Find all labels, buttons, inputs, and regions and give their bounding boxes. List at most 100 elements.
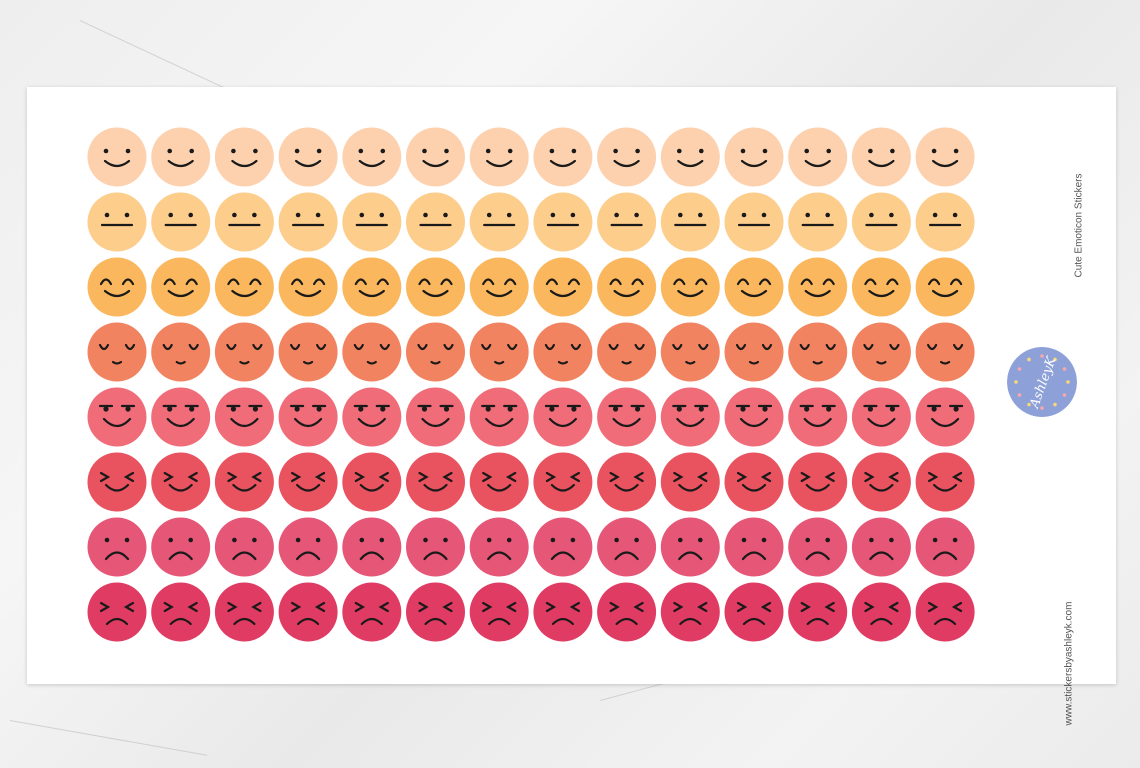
emoticon-sticker-smile [87, 127, 147, 187]
emoticon-sticker-sad [406, 517, 465, 577]
emoticon-sticker-smile [851, 127, 911, 187]
emoticon-sticker-sad [915, 517, 975, 577]
emoticon-sticker-neutral [406, 192, 465, 252]
emoticon-sticker-smile [660, 127, 720, 187]
emoticon-sticker-happy-closed-eyes [660, 257, 720, 317]
emoticon-sticker-laughing-squint [851, 452, 911, 512]
emoticon-sticker-laughing-squint [87, 452, 147, 512]
emoticon-sticker-laughing-squint [342, 452, 402, 512]
emoticon-sticker-happy-closed-eyes [851, 257, 911, 317]
emoticon-sticker-sad [214, 517, 274, 577]
emoticon-sticker-happy-closed-eyes [724, 257, 784, 317]
marble-vein [9, 720, 207, 756]
emoticon-sticker-neutral [533, 192, 593, 252]
emoticon-sticker-angry-squint [151, 582, 211, 642]
emoticon-sticker-happy-closed-eyes [533, 257, 593, 317]
emoticon-sticker-angry-squint [406, 582, 465, 642]
emoticon-sticker-angry-squint [660, 582, 720, 642]
emoticon-sticker-sad [724, 517, 784, 577]
emoticon-sticker-smile [278, 127, 338, 187]
emoticon-sticker-angry-squint [87, 582, 147, 642]
emoticon-sticker-content-sleepy [660, 322, 720, 382]
emoticon-sticker-smile [724, 127, 784, 187]
emoticon-sticker-angry-squint [724, 582, 784, 642]
emoticon-sticker-angry-squint [278, 582, 338, 642]
emoticon-sticker-happy-closed-eyes [214, 257, 274, 317]
emoticon-sticker-sad [342, 517, 402, 577]
emoticon-sticker-smile [151, 127, 211, 187]
emoticon-sticker-content-sleepy [724, 322, 784, 382]
emoticon-sticker-neutral [788, 192, 848, 252]
emoticon-sticker-neutral [851, 192, 911, 252]
emoticon-sticker-content-sleepy [87, 322, 147, 382]
emoticon-sticker-smile [533, 127, 593, 187]
emoticon-sticker-neutral [278, 192, 338, 252]
emoticon-sticker-happy-closed-eyes [87, 257, 147, 317]
emoticon-sticker-smile [915, 127, 975, 187]
emoticon-sticker-content-sleepy [278, 322, 338, 382]
emoticon-sticker-content-sleepy [151, 322, 211, 382]
emoticon-sticker-angry-squint [469, 582, 529, 642]
emoticon-sticker-neutral [469, 192, 529, 252]
emoticon-sticker-happy-closed-eyes [151, 257, 211, 317]
emoticon-sticker-neutral [915, 192, 975, 252]
brand-logo: AshleyK [1007, 347, 1077, 417]
emoticon-sticker-content-sleepy [406, 322, 465, 382]
emoticon-sticker-neutral [151, 192, 211, 252]
emoticon-sticker-laughing-squint [660, 452, 720, 512]
emoticon-sticker-smirk [915, 387, 975, 447]
sheet-title: Cute Emoticon Stickers [1073, 173, 1085, 278]
emoticon-sticker-content-sleepy [533, 322, 593, 382]
emoticon-sticker-neutral [660, 192, 720, 252]
emoticon-sticker-angry-squint [788, 582, 848, 642]
emoticon-sticker-smirk [724, 387, 784, 447]
emoticon-sticker-laughing-squint [151, 452, 211, 512]
emoticon-sticker-content-sleepy [597, 322, 657, 382]
emoticon-sticker-smirk [342, 387, 402, 447]
emoticon-sticker-happy-closed-eyes [788, 257, 848, 317]
emoticon-sticker-angry-squint [597, 582, 657, 642]
emoticon-sticker-laughing-squint [214, 452, 274, 512]
emoticon-sticker-neutral [214, 192, 274, 252]
emoticon-sticker-angry-squint [342, 582, 402, 642]
emoticon-sticker-content-sleepy [469, 322, 529, 382]
emoticon-sticker-neutral [597, 192, 657, 252]
emoticon-sticker-happy-closed-eyes [278, 257, 338, 317]
emoticon-sticker-laughing-squint [788, 452, 848, 512]
emoticon-sticker-sad [533, 517, 593, 577]
emoticon-sticker-happy-closed-eyes [342, 257, 402, 317]
emoticon-sticker-laughing-squint [724, 452, 784, 512]
emoticon-sticker-smirk [660, 387, 720, 447]
emoticon-sticker-smile [597, 127, 657, 187]
emoticon-sticker-sad [469, 517, 529, 577]
emoticon-sticker-smirk [87, 387, 147, 447]
emoticon-sticker-sad [597, 517, 657, 577]
emoticon-sticker-happy-closed-eyes [469, 257, 529, 317]
emoticon-sticker-sad [278, 517, 338, 577]
emoticon-sticker-sad [151, 517, 211, 577]
emoticon-sticker-content-sleepy [851, 322, 911, 382]
emoticon-sticker-neutral [87, 192, 147, 252]
emoticon-sticker-smirk [278, 387, 338, 447]
emoticon-sticker-laughing-squint [915, 452, 975, 512]
emoticon-sticker-smile [342, 127, 402, 187]
website-url: www.stickersbyashleyk.com [1063, 601, 1075, 726]
emoticon-sticker-smile [406, 127, 465, 187]
emoticon-sticker-angry-squint [851, 582, 911, 642]
emoticon-sticker-neutral [342, 192, 402, 252]
emoticon-sticker-sad [851, 517, 911, 577]
emoticon-sticker-smirk [533, 387, 593, 447]
emoticon-sticker-content-sleepy [342, 322, 402, 382]
emoticon-sticker-smirk [469, 387, 529, 447]
emoticon-sticker-laughing-squint [469, 452, 529, 512]
emoticon-sticker-happy-closed-eyes [597, 257, 657, 317]
sticker-grid [87, 127, 975, 642]
emoticon-sticker-laughing-squint [406, 452, 465, 512]
emoticon-sticker-smirk [851, 387, 911, 447]
emoticon-sticker-smirk [597, 387, 657, 447]
emoticon-sticker-angry-squint [915, 582, 975, 642]
emoticon-sticker-happy-closed-eyes [915, 257, 975, 317]
emoticon-sticker-sad [788, 517, 848, 577]
sticker-sheet: Cute Emoticon Stickers AshleyK www.stick… [27, 87, 1116, 725]
emoticon-sticker-laughing-squint [533, 452, 593, 512]
